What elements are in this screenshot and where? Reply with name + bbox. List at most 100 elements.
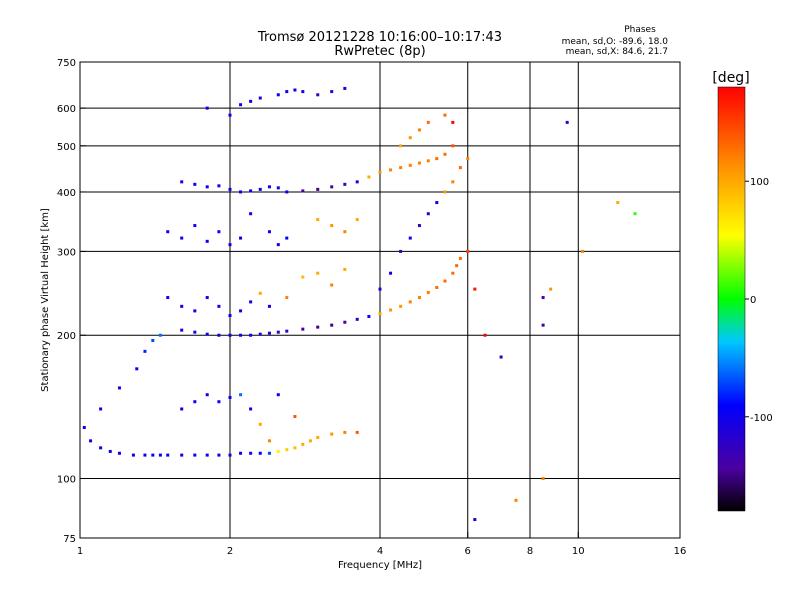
data-point <box>330 432 334 436</box>
data-point <box>316 435 320 439</box>
data-point <box>355 218 359 222</box>
x-axis-label: Frequency [MHz] <box>338 560 422 571</box>
data-point <box>158 333 162 337</box>
colorbar-tick-label: 0 <box>750 295 756 306</box>
data-point <box>239 103 243 107</box>
data-point <box>276 393 280 397</box>
data-point <box>316 187 320 191</box>
data-point <box>285 236 289 240</box>
data-point <box>293 414 297 418</box>
colorbar-ticks: 100 0 -100 <box>745 177 773 424</box>
data-point <box>378 287 382 291</box>
y-tick-label: 500 <box>57 142 76 153</box>
data-point <box>565 120 569 124</box>
data-point <box>217 230 221 234</box>
data-point <box>249 212 253 216</box>
data-point <box>166 453 170 457</box>
data-point <box>217 184 221 188</box>
data-point <box>343 86 347 90</box>
data-point <box>451 144 455 148</box>
data-point <box>451 271 455 275</box>
data-point <box>399 144 403 148</box>
data-point <box>258 422 262 426</box>
data-point <box>399 249 403 253</box>
data-point <box>228 113 232 117</box>
data-point <box>239 393 243 397</box>
data-point <box>343 267 347 271</box>
x-tick-label: 4 <box>377 546 383 557</box>
data-point <box>180 407 184 411</box>
data-point <box>205 332 209 336</box>
data-point <box>193 224 197 228</box>
data-point <box>205 393 209 397</box>
data-point <box>267 451 271 455</box>
data-point <box>166 230 170 234</box>
data-point <box>217 400 221 404</box>
data-point <box>389 308 393 312</box>
data-point <box>205 106 209 110</box>
data-point <box>458 256 462 260</box>
data-point <box>301 442 305 446</box>
data-point <box>316 93 320 97</box>
data-point <box>541 296 545 300</box>
data-point <box>343 230 347 234</box>
data-point <box>131 453 135 457</box>
data-point <box>316 325 320 329</box>
data-point <box>239 309 243 313</box>
data-point <box>616 201 620 205</box>
data-point <box>143 349 147 353</box>
data-point <box>399 304 403 308</box>
data-point <box>330 283 334 287</box>
data-point <box>180 453 184 457</box>
data-point <box>541 477 545 481</box>
data-point <box>276 449 280 453</box>
data-point <box>166 296 170 300</box>
data-point <box>205 185 209 189</box>
data-point <box>193 400 197 404</box>
data-point <box>143 453 147 457</box>
x-tick-label: 6 <box>465 546 471 557</box>
data-point <box>389 168 393 172</box>
colorbar-tick-label: -100 <box>750 413 773 424</box>
data-point <box>205 453 209 457</box>
data-point <box>301 90 305 94</box>
data-point <box>180 328 184 332</box>
stats-heading: Phases <box>624 25 656 35</box>
data-point <box>239 190 243 194</box>
data-point <box>301 275 305 279</box>
data-point <box>267 185 271 189</box>
data-point <box>180 180 184 184</box>
data-point <box>151 338 155 342</box>
data-point <box>473 287 477 291</box>
data-point <box>228 314 232 318</box>
data-point <box>330 90 334 94</box>
data-point <box>541 323 545 327</box>
data-point <box>408 136 412 140</box>
data-point <box>343 430 347 434</box>
data-point <box>276 186 280 190</box>
data-point <box>443 113 447 117</box>
data-point <box>633 212 637 216</box>
data-point <box>399 166 403 170</box>
data-point <box>417 161 421 165</box>
data-point <box>316 218 320 222</box>
stats-line-o: mean, sd,O: -89.6, 18.0 <box>562 37 669 47</box>
data-point <box>285 90 289 94</box>
data-point <box>276 243 280 247</box>
data-point <box>205 296 209 300</box>
data-point <box>378 170 382 174</box>
data-point <box>408 236 412 240</box>
data-point <box>239 236 243 240</box>
y-tick-label: 100 <box>57 475 76 486</box>
data-point <box>276 330 280 334</box>
data-point <box>499 355 503 359</box>
data-point <box>180 304 184 308</box>
data-point <box>451 180 455 184</box>
chart-title: Tromsø 20121228 10:16:00–10:17:43 <box>257 30 502 45</box>
data-point <box>193 309 197 313</box>
data-point <box>443 152 447 156</box>
data-point <box>581 249 585 253</box>
data-point <box>117 386 121 390</box>
data-point <box>435 157 439 161</box>
data-points <box>82 86 637 522</box>
